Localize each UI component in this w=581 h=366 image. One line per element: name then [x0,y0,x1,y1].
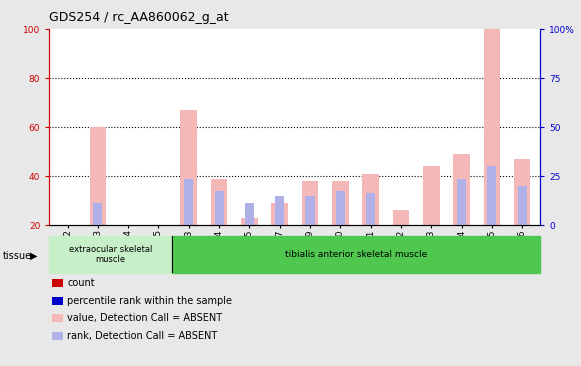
Bar [271,203,288,225]
Text: rank, Detection Call = ABSENT: rank, Detection Call = ABSENT [67,331,218,341]
Bar [306,196,314,225]
Bar [275,196,284,225]
Bar [332,181,349,225]
Bar [302,181,318,225]
Bar [241,218,258,225]
Bar [245,203,254,225]
Bar [487,166,496,225]
Text: percentile rank within the sample: percentile rank within the sample [67,296,232,306]
Bar [184,179,193,225]
Bar [214,191,224,225]
Bar [518,186,527,225]
Bar [393,210,409,225]
Text: value, Detection Call = ABSENT: value, Detection Call = ABSENT [67,313,223,324]
Bar [457,179,466,225]
Text: count: count [67,278,95,288]
Text: ▶: ▶ [30,251,38,261]
Bar [211,179,227,225]
Bar [483,29,500,225]
Bar [94,203,102,225]
Bar [453,154,470,225]
Bar [172,236,540,273]
Text: extraocular skeletal
muscle: extraocular skeletal muscle [69,244,152,264]
Text: GDS254 / rc_AA860062_g_at: GDS254 / rc_AA860062_g_at [49,11,229,24]
Bar [181,110,197,225]
Bar [336,191,345,225]
Bar [49,236,172,273]
Bar [514,159,530,225]
Bar [423,166,440,225]
Text: tibialis anterior skeletal muscle: tibialis anterior skeletal muscle [285,250,428,259]
Bar [89,127,106,225]
Bar [366,193,375,225]
Bar [363,174,379,225]
Text: tissue: tissue [3,251,32,261]
